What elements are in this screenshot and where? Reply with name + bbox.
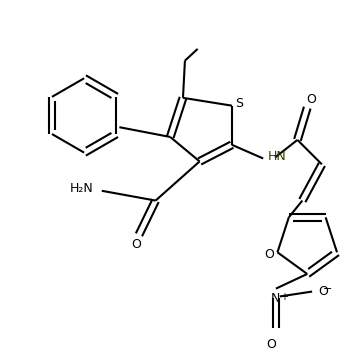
Text: −: − bbox=[323, 284, 332, 294]
Text: O: O bbox=[318, 285, 328, 298]
Text: +: + bbox=[280, 291, 288, 302]
Text: N: N bbox=[271, 291, 281, 304]
Text: H₂N: H₂N bbox=[70, 182, 94, 195]
Text: O: O bbox=[266, 338, 276, 351]
Text: O: O bbox=[131, 238, 141, 251]
Text: O: O bbox=[306, 93, 316, 106]
Text: S: S bbox=[235, 97, 243, 110]
Text: HN: HN bbox=[268, 150, 287, 163]
Text: O: O bbox=[265, 248, 274, 261]
